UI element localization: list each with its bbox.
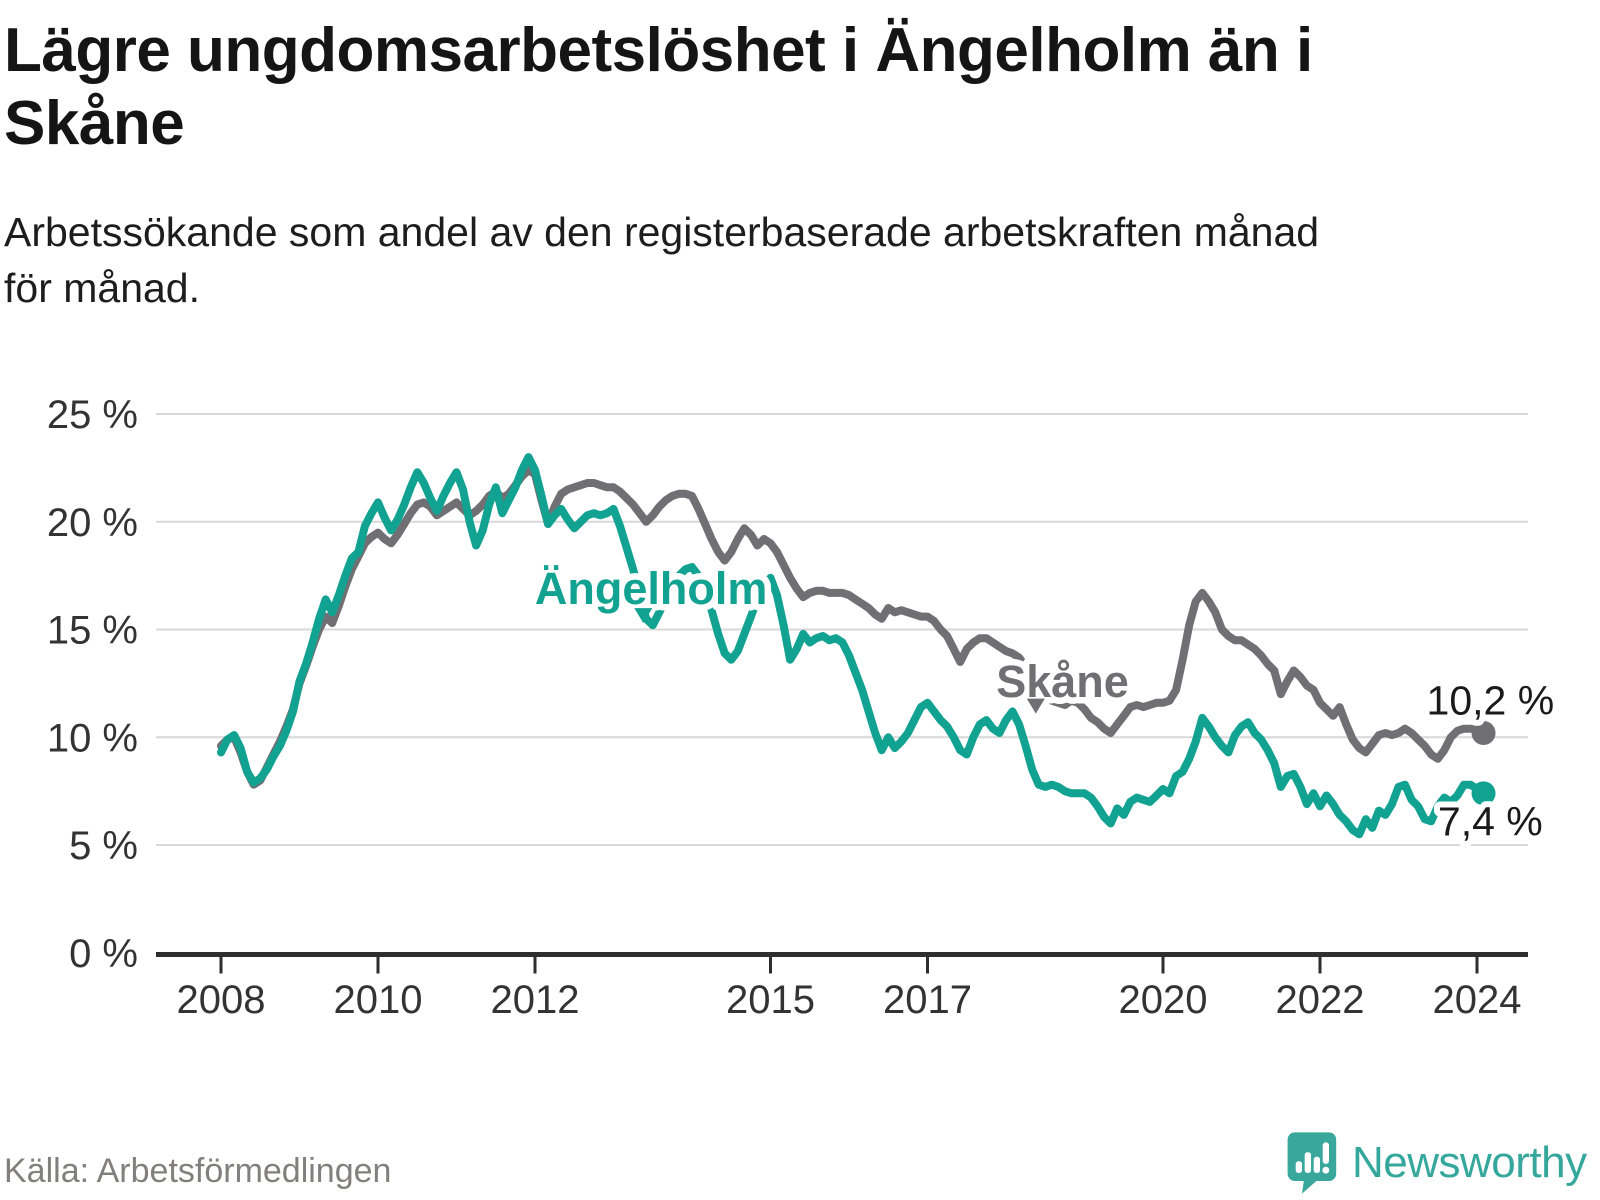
bar-2 <box>1304 1152 1311 1173</box>
source-note: Källa: Arbetsförmedlingen <box>4 1152 392 1190</box>
series-line-ängelholm <box>217 453 1488 839</box>
chart-subtitle-line2: för månad. <box>4 265 200 311</box>
page-title: Lägre ungdomsarbetslöshet i Ängelholm än… <box>4 14 1564 160</box>
end-value-text: 10,2 % <box>1427 678 1555 724</box>
exclamation-dot <box>1322 1166 1330 1174</box>
end-dot-ängelholm <box>1471 781 1496 806</box>
gridlines <box>156 413 1528 847</box>
x-tick-label-2012: 2012 <box>491 978 580 1022</box>
x-tick-label-2017: 2017 <box>883 978 972 1022</box>
chart-subtitle: Arbetssökande som andel av den registerb… <box>4 204 1564 316</box>
label-text: Skåne <box>996 656 1129 707</box>
x-tick-label-2020: 2020 <box>1119 978 1208 1022</box>
y-tick-label-0: 0 % <box>69 932 138 976</box>
label-halo: Skåne <box>996 656 1129 707</box>
chart-subtitle-line1: Arbetssökande som andel av den registerb… <box>4 209 1320 255</box>
end-value-halo: 7,4 % <box>1438 798 1543 844</box>
y-tick-label-20: 20 % <box>47 501 138 545</box>
end-value-label: 10,2 %10,2 % <box>1421 672 1561 730</box>
newsworthy-logo: Newsworthy <box>1284 1130 1587 1196</box>
x-tick-label-2015: 2015 <box>726 978 815 1022</box>
x-tick-label-2010: 2010 <box>334 978 423 1022</box>
end-dot-skåne <box>1471 720 1496 745</box>
page-title-line2: Skåne <box>4 89 185 158</box>
y-tick-label-15: 15 % <box>47 609 138 653</box>
y-tick-label-5: 5 % <box>69 824 138 868</box>
label-pointer-icon <box>634 608 653 624</box>
bar-3 <box>1313 1156 1320 1173</box>
bar-1 <box>1295 1161 1302 1173</box>
y-tick-label-10: 10 % <box>47 716 138 760</box>
x-tick-label-2024: 2024 <box>1433 978 1522 1022</box>
end-value-text: 7,4 % <box>1438 798 1543 844</box>
y-tick-label-25: 25 % <box>47 393 138 437</box>
end-value-halo: 10,2 % <box>1427 678 1555 724</box>
brand-name: Newsworthy <box>1352 1138 1587 1187</box>
x-tick-label-2022: 2022 <box>1276 978 1365 1022</box>
exclamation-bar <box>1322 1142 1329 1164</box>
pin-shape <box>1287 1132 1337 1194</box>
x-tick-label-2008: 2008 <box>177 978 266 1022</box>
label-text: Ängelholm <box>535 563 768 614</box>
label-pointer-icon <box>1026 698 1045 714</box>
end-value-label: 7,4 %7,4 % <box>1432 792 1549 850</box>
y-axis: 0 % 5 % 10 % 15 % 20 % 25 % <box>47 393 138 976</box>
x-axis: 2008 2010 2012 2015 2017 2020 2022 2024 <box>156 952 1528 1022</box>
map-pin-bar-chart-icon <box>1287 1132 1337 1194</box>
page-title-line1: Lägre ungdomsarbetslöshet i Ängelholm än… <box>4 16 1313 85</box>
